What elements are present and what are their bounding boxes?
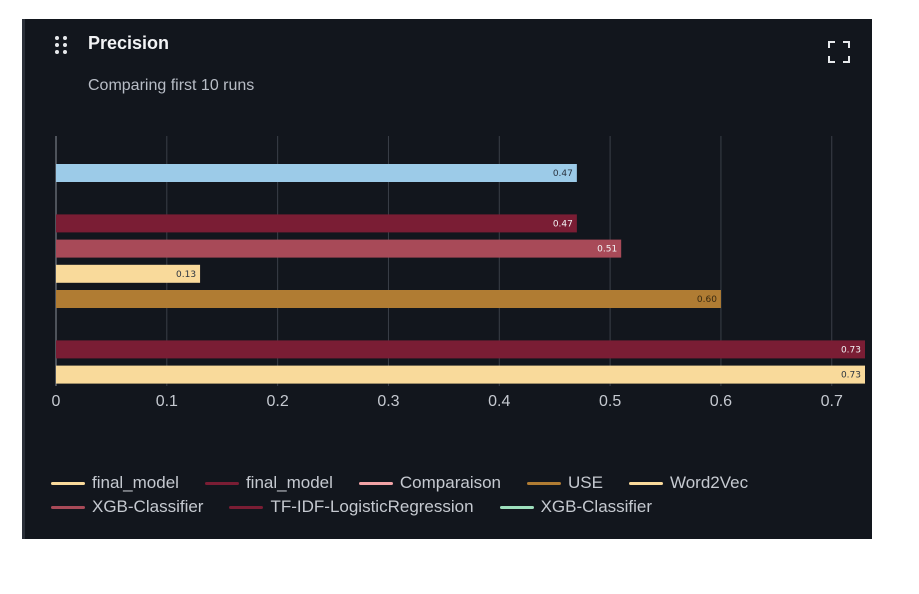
x-tick-label: 0.2	[267, 393, 289, 410]
legend-item[interactable]: final_model	[204, 473, 333, 493]
legend-label: USE	[568, 473, 603, 492]
drag-handle-icon[interactable]	[55, 36, 71, 58]
legend-label: XGB-Classifier	[92, 497, 204, 516]
legend-item[interactable]: Word2Vec	[628, 473, 749, 493]
precision-panel: Precision Comparing first 10 runs 0 0.1 0.…	[22, 19, 872, 539]
legend-swatch	[229, 505, 264, 509]
bar[interactable]	[56, 340, 865, 359]
x-tick-label: 0.6	[710, 393, 732, 410]
bar[interactable]	[56, 164, 577, 182]
legend-swatch	[204, 481, 239, 485]
legend-swatch	[499, 505, 534, 509]
precision-bar-chart: 0 0.1 0.2 0.3 0.4 0.5 0.6 0.7 0.47 0.47 0.51 0.13 0.…	[52, 136, 865, 410]
bar-value-label: 0.47	[553, 169, 573, 179]
bar[interactable]	[56, 290, 721, 308]
bar[interactable]	[56, 365, 865, 384]
legend-swatch	[358, 481, 393, 485]
chart-legend: final_model final_model Comparaison USE Word…	[51, 471, 851, 519]
legend-label: Word2Vec	[669, 473, 749, 492]
expand-icon[interactable]	[828, 41, 850, 63]
x-tick-label: 0.1	[156, 393, 178, 410]
bar[interactable]	[56, 264, 201, 283]
bar-value-label: 0.47	[553, 219, 573, 229]
legend-label: TF-IDF-LogisticRegression	[270, 497, 474, 516]
legend-row: XGB-Classifier TF-IDF-LogisticRegression X…	[51, 495, 851, 519]
legend-item[interactable]: XGB-Classifier	[499, 497, 653, 517]
x-tick-label: 0	[52, 393, 61, 410]
bar-value-label: 0.60	[697, 295, 717, 305]
legend-row: final_model final_model Comparaison USE Word…	[51, 471, 851, 495]
panel-title: Precision	[88, 33, 170, 53]
legend-item[interactable]: final_model	[51, 473, 179, 493]
legend-label: final_model	[92, 473, 179, 492]
bar-value-label: 0.73	[841, 345, 861, 355]
bar[interactable]	[56, 214, 577, 233]
legend-item[interactable]: USE	[527, 473, 603, 493]
x-tick-label: 0.7	[821, 393, 843, 410]
legend-item[interactable]: Comparaison	[358, 473, 502, 493]
legend-item[interactable]: TF-IDF-LogisticRegression	[229, 497, 474, 517]
x-tick-label: 0.5	[599, 393, 621, 410]
x-tick-label: 0.4	[488, 393, 510, 410]
legend-item[interactable]: XGB-Classifier	[51, 497, 203, 517]
bar[interactable]	[56, 239, 622, 258]
legend-swatch	[628, 481, 663, 485]
panel-subtitle: Comparing first 10 runs	[88, 77, 255, 94]
legend-label: XGB-Classifier	[540, 497, 653, 516]
legend-swatch	[527, 481, 562, 485]
legend-swatch	[51, 481, 85, 485]
legend-label: Comparaison	[399, 473, 502, 492]
bar-value-label: 0.13	[176, 270, 196, 280]
bar-value-label: 0.73	[841, 371, 861, 381]
legend-label: final_model	[245, 473, 333, 492]
legend-swatch	[51, 505, 85, 509]
bar-value-label: 0.51	[597, 245, 617, 255]
x-tick-label: 0.3	[377, 393, 399, 410]
